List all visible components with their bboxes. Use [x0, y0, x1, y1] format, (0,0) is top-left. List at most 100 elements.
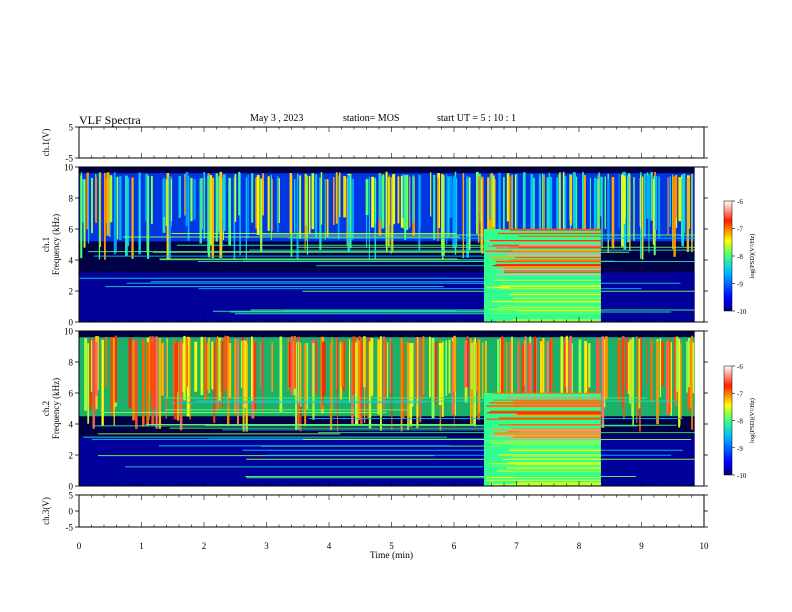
y-axis-label: Frequency (kHz)	[51, 214, 61, 275]
sferic-streak	[342, 340, 346, 391]
sferic-streak	[371, 176, 375, 228]
sferic-streak	[370, 338, 374, 396]
sferic-streak	[621, 339, 624, 409]
sferic-streak	[267, 176, 270, 231]
sferic-streak	[583, 175, 586, 255]
y-tick-label: -5	[66, 523, 74, 533]
y-axis-label: ch.2	[41, 401, 51, 416]
sferic-streak	[438, 343, 442, 405]
sferic-streak	[529, 342, 532, 426]
sferic-streak	[429, 336, 431, 398]
sferic-streak	[623, 175, 626, 225]
sferic-streak	[335, 172, 338, 224]
sferic-streak	[290, 336, 294, 396]
sferic-streak	[598, 172, 600, 233]
x-axis-label: Time (min)	[370, 550, 413, 561]
sferic-streak	[601, 336, 605, 428]
sferic-streak	[352, 336, 356, 395]
sferic-streak	[207, 175, 210, 252]
sferic-streak	[584, 340, 587, 397]
sferic-streak	[569, 175, 572, 226]
sferic-streak	[447, 176, 450, 237]
sferic-streak	[95, 177, 97, 223]
sferic-streak	[596, 179, 599, 242]
sferic-streak	[337, 175, 340, 240]
sferic-streak	[251, 173, 254, 223]
colorbar-tick-label: -6	[737, 363, 743, 371]
sferic-streak	[563, 343, 566, 432]
sferic-streak	[187, 175, 190, 241]
sferic-streak	[397, 176, 400, 224]
sferic-streak	[299, 343, 302, 407]
sferic-streak	[402, 341, 405, 418]
sferic-streak	[150, 343, 153, 406]
sferic-streak	[320, 172, 323, 225]
sferic-streak	[431, 337, 435, 419]
sferic-streak	[255, 177, 258, 229]
sferic-streak	[559, 172, 561, 237]
sferic-streak	[481, 176, 484, 254]
sferic-streak	[208, 337, 210, 394]
sferic-streak	[678, 343, 682, 419]
sferic-streak	[511, 174, 513, 260]
sferic-streak	[667, 177, 669, 235]
sferic-streak	[689, 341, 693, 408]
sferic-streak	[636, 336, 638, 424]
sferic-streak	[669, 176, 671, 227]
sferic-streak	[575, 176, 578, 231]
y-tick-label: 4	[69, 420, 74, 430]
sferic-streak	[204, 178, 206, 239]
sferic-streak	[98, 172, 100, 260]
sferic-streak	[632, 337, 634, 427]
sferic-streak	[149, 336, 151, 392]
sferic-streak	[448, 339, 451, 394]
sferic-streak	[95, 341, 98, 397]
sferic-streak	[564, 336, 566, 388]
sferic-streak	[639, 337, 642, 401]
sferic-streak	[390, 177, 392, 254]
sferic-streak	[650, 339, 653, 403]
sferic-streak	[415, 337, 418, 400]
sferic-streak	[220, 340, 222, 391]
sferic-streak	[293, 336, 296, 389]
sferic-streak	[673, 176, 676, 257]
sferic-streak	[640, 175, 642, 229]
sferic-streak	[422, 336, 425, 395]
sferic-streak	[569, 335, 572, 395]
sferic-streak	[686, 178, 689, 252]
sferic-streak	[217, 176, 220, 233]
sferic-streak	[509, 342, 512, 407]
sferic-streak	[490, 173, 494, 234]
y-tick-label: 4	[69, 256, 74, 266]
sferic-streak	[656, 341, 659, 425]
colorbar-tick-label: -10	[737, 308, 747, 316]
sferic-streak	[522, 172, 526, 229]
sferic-streak	[209, 175, 213, 246]
sferic-streak	[312, 343, 315, 420]
y-axis-label: Frequency (kHz)	[51, 378, 61, 439]
sferic-streak	[572, 172, 576, 250]
sferic-streak	[306, 343, 309, 409]
sferic-streak	[617, 339, 621, 402]
sferic-streak	[251, 336, 253, 401]
sferic-streak	[296, 179, 299, 259]
sferic-streak	[658, 176, 660, 238]
sferic-streak	[556, 177, 559, 230]
sferic-streak	[409, 176, 411, 228]
sferic-streak	[319, 177, 322, 251]
sferic-streak	[262, 173, 264, 216]
sferic-streak	[437, 177, 439, 241]
sferic-streak	[386, 342, 389, 398]
sferic-streak	[89, 338, 91, 410]
sferic-streak	[147, 176, 150, 259]
sferic-streak	[297, 341, 300, 404]
sferic-streak	[400, 175, 404, 228]
y-tick-label: 8	[69, 358, 74, 368]
sferic-streak	[441, 173, 443, 247]
sferic-streak	[627, 175, 630, 243]
sferic-streak	[222, 174, 226, 232]
y-tick-label: 8	[69, 194, 74, 204]
low-frequency-band	[79, 272, 695, 322]
sferic-streak	[139, 179, 141, 250]
sferic-streak	[228, 177, 231, 246]
